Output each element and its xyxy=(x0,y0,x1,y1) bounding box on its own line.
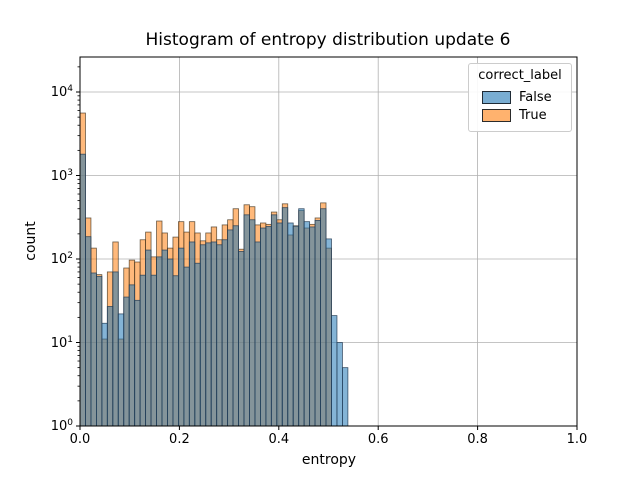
x-tick-label: 0.4 xyxy=(268,432,290,447)
histogram-bar-false xyxy=(139,274,147,427)
histogram-bar-false xyxy=(188,241,196,427)
histogram-bar-false xyxy=(281,207,289,427)
y-axis-label: count xyxy=(23,221,39,261)
histogram-bar-false xyxy=(260,227,267,427)
histogram-bar-false xyxy=(123,296,130,427)
histogram-bar-false xyxy=(156,256,163,427)
histogram-bar-false xyxy=(309,226,316,427)
histogram-bar-false xyxy=(336,342,343,427)
histogram-bar-false xyxy=(79,153,86,427)
histogram-bar-false xyxy=(314,219,321,427)
chart-title: Histogram of entropy distribution update… xyxy=(145,30,511,50)
histogram-bar-false xyxy=(150,274,157,427)
histogram-bar-false xyxy=(96,275,103,427)
legend-label-false: False xyxy=(519,90,552,105)
histogram-bar-false xyxy=(167,258,174,427)
legend-label-true: True xyxy=(519,108,547,123)
histogram-bar-false xyxy=(128,284,136,427)
x-tick-label: 0.6 xyxy=(367,432,389,447)
histogram-bar-false xyxy=(331,315,338,427)
histogram-bar-false xyxy=(325,238,332,427)
histogram-bar-false xyxy=(320,208,327,427)
legend: correct_label False True xyxy=(468,63,572,132)
histogram-bar-false xyxy=(210,241,218,427)
histogram-bar-false xyxy=(178,247,185,427)
legend-swatch-false-icon xyxy=(482,91,511,104)
histogram-bar-false xyxy=(298,208,305,427)
histogram-bar-false xyxy=(342,367,349,427)
histogram-bar-false xyxy=(232,225,239,427)
histogram-bar-false xyxy=(254,241,261,427)
histogram-bar-false xyxy=(145,249,152,427)
histogram-bar-false xyxy=(265,226,272,427)
axes-spines xyxy=(79,56,578,427)
histogram-bar-false xyxy=(117,313,125,427)
histogram-bar-false xyxy=(287,222,294,427)
histogram-bar-false xyxy=(134,299,141,427)
histogram-bar-false xyxy=(292,225,300,427)
histogram-bar-false xyxy=(276,222,283,427)
x-tick-label: 0.8 xyxy=(467,432,488,447)
histogram-bar-false xyxy=(172,275,179,427)
x-tick-label: 0.2 xyxy=(169,432,190,447)
histogram-bar-false xyxy=(249,219,256,427)
legend-title: correct_label xyxy=(478,68,562,83)
histogram-bar-false xyxy=(221,239,229,427)
histogram-bar-false xyxy=(205,242,212,427)
histogram-bar-false xyxy=(90,272,97,427)
histogram-bar-false xyxy=(106,306,114,427)
histogram-bar-false xyxy=(199,244,207,427)
y-tick-label: 101 xyxy=(50,334,73,351)
histogram-bar-false xyxy=(243,214,250,427)
histogram-bar-false xyxy=(101,322,108,427)
x-tick-label: 1.0 xyxy=(566,432,588,447)
histogram-bar-false xyxy=(161,249,168,427)
y-tick-label: 102 xyxy=(50,250,73,268)
histogram-bar-false xyxy=(227,229,234,427)
x-tick-label: 0.0 xyxy=(69,432,91,447)
histogram-bar-false xyxy=(216,244,223,427)
y-tick-label: 104 xyxy=(50,83,73,101)
legend-swatch-true-icon xyxy=(482,109,511,122)
histogram-bar-false xyxy=(238,251,245,427)
y-tick-label: 100 xyxy=(50,417,73,435)
histogram-bar-false xyxy=(194,262,201,427)
histogram-bar-false xyxy=(303,221,311,427)
histogram-bar-false xyxy=(85,236,92,427)
y-tick-label: 103 xyxy=(50,167,73,184)
histogram-bar-false xyxy=(270,214,278,427)
histogram-bar-false xyxy=(112,271,119,427)
x-axis-label: entropy xyxy=(301,452,357,468)
histogram-bar-false xyxy=(183,266,190,427)
